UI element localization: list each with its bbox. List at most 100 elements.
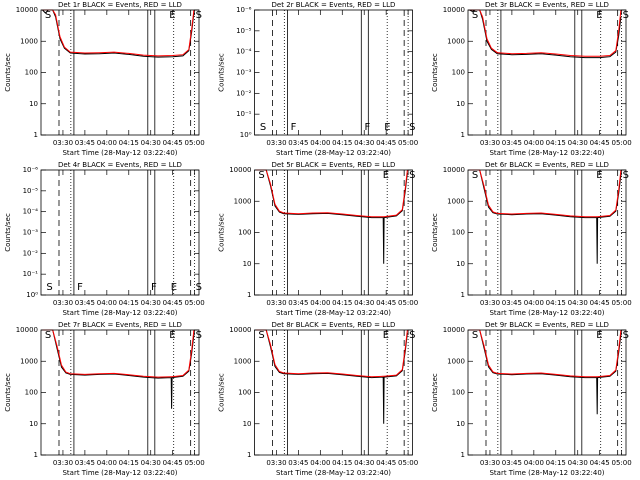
x-tick-label: 05:00 bbox=[185, 139, 205, 147]
y-tick-label: 10 bbox=[243, 420, 252, 428]
y-tick-label: 100 bbox=[238, 229, 251, 237]
x-tick-label: 03:30 bbox=[266, 459, 286, 467]
series-line bbox=[42, 329, 195, 409]
panel: Det 7r BLACK = Events, RED = LLD Start Ti… bbox=[4, 321, 205, 477]
x-tick-label: 03:30 bbox=[266, 299, 286, 307]
y-tick-label: 10⁰ bbox=[26, 291, 38, 299]
y-axis-label: Counts/sec bbox=[218, 373, 226, 412]
x-tick-label: 04:45 bbox=[163, 139, 183, 147]
x-tick-label: 04:00 bbox=[524, 459, 544, 467]
x-tick-label: 03:45 bbox=[75, 139, 95, 147]
event-label: E bbox=[169, 10, 175, 21]
y-tick-label: 10 bbox=[29, 420, 38, 428]
y-tick-label: 10⁻⁵ bbox=[236, 27, 252, 35]
plot-frame bbox=[254, 9, 413, 136]
y-tick-label: 10000 bbox=[16, 6, 38, 14]
x-tick-label: 04:15 bbox=[546, 299, 566, 307]
x-tick-label: 03:30 bbox=[53, 299, 73, 307]
y-tick-label: 10000 bbox=[16, 326, 38, 334]
y-tick-label: 10000 bbox=[443, 6, 465, 14]
x-tick-label: 04:15 bbox=[119, 299, 139, 307]
event-label: E bbox=[596, 170, 602, 181]
panel-title: Det 5r BLACK = Events, RED = LLD bbox=[272, 161, 396, 169]
x-tick-label: 04:45 bbox=[376, 299, 396, 307]
y-axis-label: Counts/sec bbox=[4, 213, 12, 252]
y-tick-label: 10 bbox=[243, 260, 252, 268]
panel-title: Det 4r BLACK = Events, RED = LLD bbox=[58, 161, 182, 169]
x-axis-label: Start Time (28-May-12 03:22:40) bbox=[276, 149, 391, 157]
x-tick-label: 04:45 bbox=[590, 139, 610, 147]
y-axis-label: Counts/sec bbox=[4, 373, 12, 412]
x-tick-label: 03:45 bbox=[75, 459, 95, 467]
y-tick-label: 1 bbox=[247, 451, 251, 459]
x-axis-label: Start Time (28-May-12 03:22:40) bbox=[62, 309, 177, 317]
panel: Det 9r BLACK = Events, RED = LLD Start Ti… bbox=[431, 321, 632, 477]
y-tick-label: 100 bbox=[452, 69, 465, 77]
x-tick-label: 03:45 bbox=[288, 139, 308, 147]
event-label: F bbox=[77, 282, 83, 293]
plot-frame bbox=[40, 169, 200, 296]
x-tick-label: 04:30 bbox=[568, 299, 588, 307]
plot-frame bbox=[467, 169, 627, 296]
x-tick-label: 04:00 bbox=[524, 299, 544, 307]
series-line bbox=[469, 169, 622, 218]
series-line bbox=[469, 329, 622, 415]
x-tick-label: 05:00 bbox=[398, 139, 418, 147]
y-tick-label: 1 bbox=[34, 131, 38, 139]
y-tick-label: 10⁻¹ bbox=[236, 110, 252, 118]
x-tick-label: 03:30 bbox=[266, 139, 286, 147]
y-tick-label: 10⁻⁴ bbox=[23, 208, 39, 216]
x-axis-label: Start Time (28-May-12 03:22:40) bbox=[489, 149, 604, 157]
x-tick-label: 05:00 bbox=[612, 299, 632, 307]
event-label: E bbox=[171, 282, 177, 293]
y-tick-label: 10⁻² bbox=[23, 249, 39, 257]
y-tick-label: 10 bbox=[456, 100, 465, 108]
event-label: F bbox=[364, 122, 370, 133]
x-axis-label: Start Time (28-May-12 03:22:40) bbox=[489, 469, 604, 477]
y-tick-label: 1 bbox=[247, 291, 251, 299]
y-tick-label: 1 bbox=[461, 451, 465, 459]
x-tick-label: 03:45 bbox=[288, 459, 308, 467]
x-tick-label: 04:30 bbox=[141, 299, 161, 307]
y-tick-label: 1 bbox=[34, 451, 38, 459]
x-tick-label: 03:45 bbox=[502, 299, 522, 307]
y-tick-label: 1 bbox=[461, 131, 465, 139]
y-tick-label: 1000 bbox=[447, 37, 465, 45]
y-tick-label: 1000 bbox=[20, 357, 38, 365]
event-label: S bbox=[472, 170, 478, 181]
x-tick-label: 04:45 bbox=[163, 459, 183, 467]
x-axis-label: Start Time (28-May-12 03:22:40) bbox=[62, 149, 177, 157]
panel: Det 8r BLACK = Events, RED = LLD Start Ti… bbox=[218, 321, 419, 477]
panel-title: Det 1r BLACK = Events, RED = LLD bbox=[58, 1, 182, 9]
x-axis-label: Start Time (28-May-12 03:22:40) bbox=[62, 469, 177, 477]
series-line bbox=[256, 169, 408, 218]
y-tick-label: 10⁻¹ bbox=[23, 270, 39, 278]
x-tick-label: 04:15 bbox=[546, 459, 566, 467]
x-tick-label: 05:00 bbox=[185, 299, 205, 307]
x-tick-label: 04:15 bbox=[332, 459, 352, 467]
event-label: S bbox=[258, 330, 264, 341]
event-label: E bbox=[383, 330, 389, 341]
y-tick-label: 1000 bbox=[447, 197, 465, 205]
x-tick-label: 03:45 bbox=[502, 139, 522, 147]
event-label: S bbox=[472, 330, 478, 341]
plot-frame bbox=[254, 169, 413, 296]
x-tick-label: 04:00 bbox=[310, 139, 330, 147]
y-tick-label: 1000 bbox=[234, 357, 252, 365]
x-tick-label: 04:45 bbox=[163, 299, 183, 307]
panel-title: Det 3r BLACK = Events, RED = LLD bbox=[485, 1, 609, 9]
x-tick-label: 04:15 bbox=[546, 139, 566, 147]
event-label: E bbox=[169, 330, 175, 341]
x-tick-label: 05:00 bbox=[398, 459, 418, 467]
x-tick-label: 04:15 bbox=[119, 459, 139, 467]
y-tick-label: 10⁻⁶ bbox=[236, 6, 252, 14]
y-tick-label: 10 bbox=[29, 100, 38, 108]
x-axis-label: Start Time (28-May-12 03:22:40) bbox=[489, 309, 604, 317]
x-tick-label: 04:00 bbox=[310, 459, 330, 467]
y-tick-label: 100 bbox=[25, 69, 38, 77]
y-axis-label: Counts/sec bbox=[218, 53, 226, 92]
x-tick-label: 04:15 bbox=[332, 299, 352, 307]
x-tick-label: 04:45 bbox=[590, 459, 610, 467]
x-axis-label: Start Time (28-May-12 03:22:40) bbox=[276, 469, 391, 477]
event-label: S bbox=[260, 122, 266, 133]
